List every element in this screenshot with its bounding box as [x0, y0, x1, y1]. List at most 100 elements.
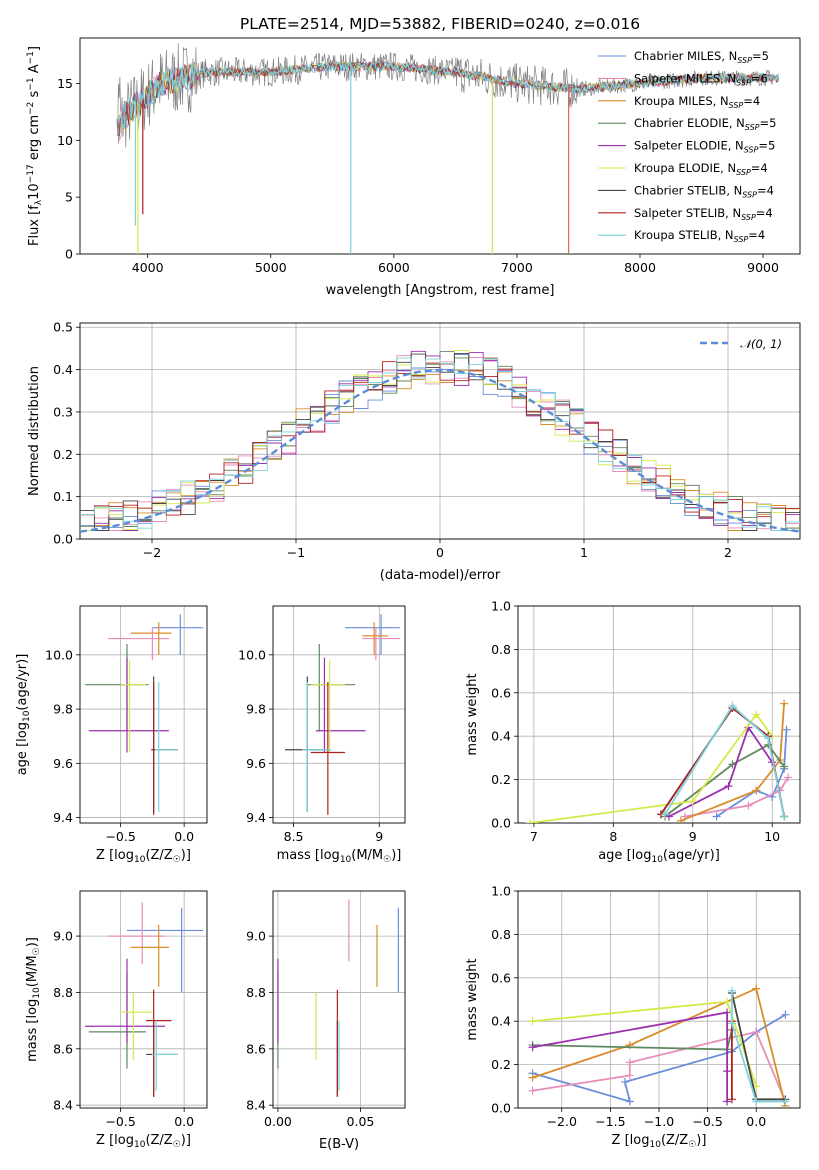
x-tick-label: 0 — [436, 545, 444, 560]
x-tick-label: −1 — [287, 545, 305, 560]
age_vs_Z-frame — [79, 605, 208, 824]
mass-weight-series-line — [731, 990, 786, 1103]
data-point-marker — [676, 816, 685, 823]
data-point-marker — [528, 1086, 537, 1095]
legend-entry: Kroupa MILES, NSSP=4 — [634, 94, 760, 110]
y-tick-label: 0 — [65, 247, 73, 262]
data-point-marker — [525, 819, 534, 823]
y-tick-label: 0.1 — [53, 489, 73, 504]
x-tick-label: 10 — [764, 829, 780, 844]
mass_vs_Z-frame — [79, 890, 208, 1109]
data-point-marker — [781, 1010, 790, 1019]
x-tick-label: −2 — [143, 545, 161, 560]
x-tick-label: −1.0 — [644, 1114, 674, 1129]
data-point-marker — [727, 1095, 736, 1104]
x-tick-label: 2 — [724, 545, 732, 560]
mass_weight_vs_age-axes: 7 8 9 10 0.0 0.2 0.4 0.6 0.8 1.0 age [log10(age/yr… — [465, 599, 801, 865]
y-tick-label: 9.6 — [246, 756, 266, 771]
data-point-marker — [752, 1028, 761, 1037]
data-point-marker — [723, 1097, 732, 1106]
y-tick-label: 1.0 — [491, 884, 511, 899]
mass-weight-series-line — [532, 1000, 758, 1087]
y-tick-label: 0.0 — [491, 816, 511, 831]
y-axis-label: mass weight — [465, 673, 480, 755]
data-point-marker — [528, 1043, 537, 1052]
data-point-marker — [744, 801, 753, 810]
legend-entry: Salpeter MILES, NSSP=6 — [634, 71, 768, 87]
mass-weight-series-line — [532, 987, 787, 1107]
y-tick-label: 5 — [65, 190, 73, 205]
y-tick-label: 10.0 — [238, 647, 266, 662]
x-tick-label: 0.0 — [174, 829, 194, 844]
spectrum-lines — [116, 43, 779, 254]
y-tick-label: 0.5 — [53, 320, 73, 335]
legend-entry: Chabrier ELODIE, NSSP=5 — [634, 116, 776, 132]
data-point-marker — [727, 1019, 736, 1028]
x-tick-label: 0.05 — [347, 1114, 375, 1129]
mass_vs_EBV-errorbars — [277, 899, 399, 1097]
mass-weight-series-line — [664, 704, 785, 817]
y-axis-label: age [log10(age/yr)] — [15, 654, 32, 776]
y-tick-label: 8.6 — [53, 1041, 73, 1056]
residuals-axes: −2 −1 0 1 2 0.0 0.1 0.2 0.3 0.4 0.5 (data-model)/er… — [27, 320, 801, 583]
x-axis-label: wavelength [Angstrom, rest frame] — [326, 283, 555, 298]
normal-curve-line — [80, 368, 800, 533]
data-point-marker — [782, 725, 791, 734]
data-point-marker — [660, 810, 669, 819]
histogram-lines — [80, 350, 800, 533]
y-axis-label: Flux [fλ10−17 erg cm−2 s−1 A−1] — [26, 46, 44, 246]
x-tick-label: −2.0 — [547, 1114, 577, 1129]
x-tick-label: −0.5 — [105, 1114, 135, 1129]
x-tick-label: 8.5 — [284, 829, 304, 844]
x-tick-label: −1.5 — [595, 1114, 625, 1129]
y-tick-label: 9.4 — [246, 810, 266, 825]
data-point-marker — [727, 986, 736, 995]
data-point-marker — [724, 782, 733, 791]
y-tick-label: 0.8 — [491, 927, 511, 942]
model-fit-line — [117, 60, 779, 128]
x-tick-label: 9000 — [747, 260, 779, 275]
mass-weight-series-line — [532, 1030, 787, 1102]
y-tick-label: 8.8 — [53, 985, 73, 1000]
legend-entry: Salpeter ELODIE, NSSP=5 — [634, 139, 775, 155]
x-tick-label: −0.5 — [105, 829, 135, 844]
x-axis-label: E(B-V) — [319, 1137, 359, 1152]
x-tick-label: 5000 — [255, 260, 287, 275]
y-tick-label: 8.8 — [246, 985, 266, 1000]
data-point-marker — [752, 786, 761, 795]
y-tick-label: 9.8 — [53, 702, 73, 717]
mass_weight_vs_age-series — [525, 699, 793, 823]
mass-weight-series-line — [684, 776, 789, 818]
data-point-marker — [752, 710, 761, 719]
data-point-marker — [780, 699, 789, 708]
mass_weight_vs_Z-series — [528, 984, 790, 1108]
legend-entry: Kroupa STELIB, NSSP=4 — [634, 228, 765, 244]
data-point-marker — [625, 1071, 634, 1080]
x-axis-label: Z [log10(Z/Z☉)] — [96, 848, 191, 865]
mass_weight_vs_Z-axes: −2.0 −1.5 −1.0 −0.5 0.0 0.0 0.2 0.4 0.6 0.8 1.0 Z [… — [465, 884, 801, 1150]
x-tick-label: 6000 — [378, 260, 410, 275]
mass_vs_Z-errorbars — [85, 902, 204, 1097]
mass-weight-series-line — [532, 1013, 786, 1103]
y-tick-label: 1.0 — [491, 599, 511, 614]
mass_vs_Z-axes: −0.5 0.0 8.4 8.6 8.8 9.0 Z [log10(Z/Z☉)] mass [… — [25, 890, 208, 1150]
mass_weight_vs_age-frame — [517, 605, 801, 824]
y-tick-label: 0.8 — [491, 642, 511, 657]
data-point-marker — [728, 701, 737, 710]
x-tick-label: 1 — [580, 545, 588, 560]
mass-weight-series-line — [532, 1011, 728, 1102]
data-point-marker — [723, 1067, 732, 1076]
x-axis-label: (data-model)/error — [380, 568, 501, 583]
data-point-marker — [723, 997, 732, 1006]
y-tick-label: 0.4 — [491, 1014, 511, 1029]
figure-title: PLATE=2514, MJD=53882, FIBERID=0240, z=0… — [240, 15, 640, 33]
data-point-marker — [784, 773, 793, 782]
mass-weight-series-line — [532, 1029, 733, 1051]
y-tick-label: 8.4 — [246, 1098, 266, 1113]
age_vs_Z-errorbars — [85, 614, 204, 815]
y-tick-label: 0.2 — [53, 447, 73, 462]
x-tick-label: 0.0 — [174, 1114, 194, 1129]
x-tick-label: 7 — [530, 829, 538, 844]
y-tick-label: 0.6 — [491, 685, 511, 700]
